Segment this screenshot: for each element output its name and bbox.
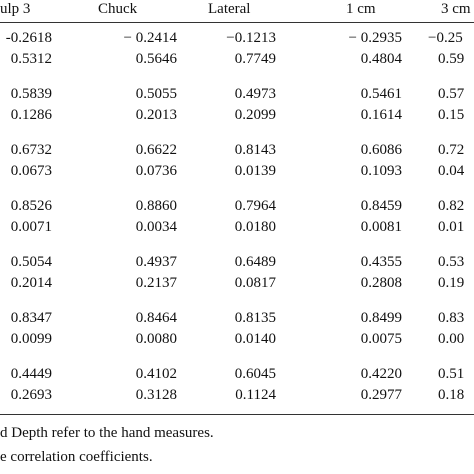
table-cell: 0.72 xyxy=(438,142,465,158)
table-cell: 0.0034 xyxy=(135,219,177,235)
table-cell: 0.2099 xyxy=(234,107,276,123)
table-cell: 0.0180 xyxy=(234,219,276,235)
table-cell: 0.8499 xyxy=(360,310,402,326)
table-cell: 0.4220 xyxy=(360,366,402,382)
table-cell: 0.4937 xyxy=(135,254,177,270)
table-cell: 0.2693 xyxy=(10,387,52,403)
table-cell: 0.04 xyxy=(438,163,465,179)
column-header-1cm: 1 cm xyxy=(346,1,376,17)
table-cell: 0.3128 xyxy=(135,387,177,403)
table-cell: 0.00 xyxy=(438,331,465,347)
table-cell: 0.4804 xyxy=(360,51,402,67)
table-cell: 0.0080 xyxy=(135,331,177,347)
footnote: e correlation coefficients. xyxy=(0,449,153,465)
table-cell: -0.2618 xyxy=(5,30,52,46)
table-cell: 0.6489 xyxy=(234,254,276,270)
table-cell: 0.8143 xyxy=(234,142,276,158)
table-cell: 0.18 xyxy=(438,387,465,403)
table-cell: 0.0817 xyxy=(234,275,276,291)
table-cell: 0.2013 xyxy=(135,107,177,123)
table-cell: 0.0736 xyxy=(135,163,177,179)
table-cell: 0.83 xyxy=(438,310,465,326)
table-cell: 0.0075 xyxy=(360,331,402,347)
table-cell: 0.4973 xyxy=(234,86,276,102)
table-cell: 0.2137 xyxy=(135,275,177,291)
table-cell: 0.6622 xyxy=(135,142,177,158)
table-cell: 0.0140 xyxy=(234,331,276,347)
table-cell: 0.0071 xyxy=(10,219,52,235)
table-cell: −0.1213 xyxy=(226,30,276,46)
table-cell: 0.1124 xyxy=(235,387,276,403)
column-header-lateral: Lateral xyxy=(208,1,251,17)
table-cell: 0.6732 xyxy=(10,142,52,158)
table-cell: 0.5839 xyxy=(10,86,52,102)
table-cell: 0.2808 xyxy=(360,275,402,291)
table-cell: 0.7749 xyxy=(234,51,276,67)
table-cell: 0.15 xyxy=(438,107,465,123)
table-cell: −0.25 xyxy=(428,30,463,46)
table-cell: 0.5646 xyxy=(135,51,177,67)
table-cell: 0.1093 xyxy=(360,163,402,179)
table-cell: 0.53 xyxy=(438,254,465,270)
table-cell: 0.59 xyxy=(438,51,465,67)
table-cell: 0.1286 xyxy=(10,107,52,123)
table-cell: 0.5054 xyxy=(10,254,52,270)
table-cell: 0.4102 xyxy=(135,366,177,382)
table-cell: 0.6086 xyxy=(360,142,402,158)
footnote: d Depth refer to the hand measures. xyxy=(0,425,214,441)
table-cell: 0.2014 xyxy=(10,275,52,291)
table-cell: 0.0099 xyxy=(10,331,52,347)
table-cell: − 0.2935 xyxy=(348,30,402,46)
table-cell: 0.0673 xyxy=(10,163,52,179)
footer-rule xyxy=(0,414,474,415)
table-cell: 0.51 xyxy=(438,366,465,382)
table-cell: − 0.2414 xyxy=(123,30,177,46)
table-cell: 0.0081 xyxy=(360,219,402,235)
table-cell: 0.2977 xyxy=(360,387,402,403)
table-cell: 0.0139 xyxy=(234,163,276,179)
column-header-chuck: Chuck xyxy=(98,1,138,17)
table-cell: 0.5055 xyxy=(135,86,177,102)
table-cell: 0.8347 xyxy=(10,310,52,326)
column-header-pulp3: ulp 3 xyxy=(0,1,31,17)
table-cell: 0.82 xyxy=(438,198,465,214)
table-cell: 0.01 xyxy=(438,219,465,235)
table-cell: 0.19 xyxy=(438,275,465,291)
table-cell: 0.8860 xyxy=(135,198,177,214)
table-cell: 0.8464 xyxy=(135,310,177,326)
table-cell: 0.8459 xyxy=(360,198,402,214)
table-cell: 0.5461 xyxy=(360,86,402,102)
header-rule xyxy=(0,22,474,23)
table-cell: 0.7964 xyxy=(234,198,276,214)
table-cell: 0.6045 xyxy=(234,366,276,382)
table-cell: 0.8135 xyxy=(234,310,276,326)
table-cell: 0.5312 xyxy=(10,51,52,67)
table-cell: 0.1614 xyxy=(360,107,402,123)
table-cell: 0.4449 xyxy=(10,366,52,382)
table-cell: 0.57 xyxy=(438,86,465,102)
table-cell: 0.8526 xyxy=(10,198,52,214)
table-cell: 0.4355 xyxy=(360,254,402,270)
column-header-3cm: 3 cm xyxy=(441,1,471,17)
